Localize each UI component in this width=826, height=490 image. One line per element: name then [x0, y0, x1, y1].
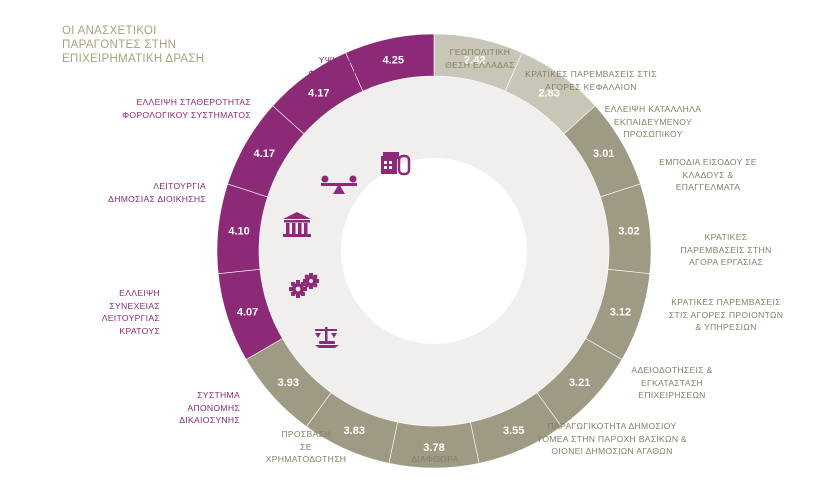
- segment-label-line: ΣΤΙΣ ΑΓΟΡΕΣ ΠΡΟΙΟΝΤΩΝ: [668, 309, 784, 320]
- segment-label-line: ΦΟΡΟΛΟΓΙΚΟΥ ΣΥΣΤΗΜΑΤΟΣ: [122, 109, 251, 120]
- segment-label-line: ΣΥΣΤΗΜΑ: [197, 390, 240, 400]
- segment-value-label: 3.12: [610, 307, 631, 319]
- segment-value-label: 2.42: [464, 54, 485, 66]
- segment-label-line: ΦΟΡΟΛΟΓΙΑ: [308, 67, 362, 78]
- segment-label-line: & ΥΠΗΡΕΣΙΩΝ: [695, 322, 757, 332]
- segment-label-line: ΠΑΡΑΓΩΓΙΚΟΤΗΤΑ ΔΗΜΟΣΙΟΥ: [547, 421, 677, 431]
- segment-label-line: ΕΛΛΕΙΨΗ ΣΤΑΘΕΡΟΤΗΤΑΣ: [136, 97, 251, 107]
- segment-label-line: ΔΙΑΦΘΟΡΑ: [411, 454, 459, 464]
- segment-value-label: 3.01: [593, 148, 614, 160]
- segment-category-label: ΚΡΑΤΙΚΕΣ ΠΑΡΕΜΒΑΣΕΙΣ ΣΤΙΣ ΑΓΟΡΕΣ ΚΕΦΑΛΑΙΟ…: [511, 68, 671, 93]
- segment-category-label: ΕΜΠΟΔΙΑ ΕΙΣΟΔΟΥ ΣΕ ΚΛΑΔΟΥΣ & ΕΠΑΓΓΕΛΜΑΤΑ: [643, 156, 773, 194]
- segment-label-line: ΑΠΟΝΟΜΗΣ: [187, 402, 240, 413]
- segment-category-label: ΕΛΛΕΙΨΗ ΚΑΤΑΛΛΗΛΑ ΕΚΠΑΙΔΕΥΜΕΝΟΥ ΠΡΟΣΩΠΙΚΟΥ: [588, 103, 718, 141]
- justice-scales-icon: [315, 327, 339, 348]
- segment-value-label: 4.17: [308, 87, 329, 99]
- segment-label-line: ΚΡΑΤΟΥΣ: [119, 325, 160, 336]
- segment-label-line: ΔΙΚΑΙΟΣΥΝΗΣ: [179, 415, 240, 425]
- segment-label-line: ΤΟΜΕΑ ΣΤΗΝ ΠΑΡΟΧΗ ΒΑΣΙΚΩΝ &: [536, 433, 688, 444]
- segment-value-label: 4.07: [237, 307, 258, 319]
- segment-label-line: ΑΓΟΡΕΣ ΚΕΦΑΛΑΙΟΝ: [545, 81, 637, 92]
- segment-label-line: ΠΡΟΣΒΑΣΗ: [281, 429, 331, 439]
- segment-value-label: 2.83: [538, 87, 559, 99]
- segment-category-label: ΚΡΑΤΙΚΕΣ ΠΑΡΕΜΒΑΣΕΙΣ ΣΤΙΣ ΑΓΟΡΕΣ ΠΡΟΙΟΝΤΩ…: [656, 296, 796, 334]
- government-building-icon: [283, 212, 311, 237]
- segment-label-line: ΕΓΚΑΤΑΣΤΑΣΗ: [640, 377, 704, 388]
- segment-value-label: 4.10: [228, 226, 249, 238]
- segment-label-line: ΟΙΟΝΕΙ ΔΗΜΟΣΙΩΝ ΑΓΑΘΩΝ: [551, 446, 673, 456]
- segment-label-line: ΣΥΝΕΧΕΙΑΣ: [109, 300, 160, 311]
- segment-category-label: ΚΡΑΤΙΚΕΣ ΠΑΡΕΜΒΑΣΕΙΣ ΣΤΗΝ ΑΓΟΡΑ ΕΡΓΑΣΙΑΣ: [666, 231, 786, 269]
- segment-label-line: ΕΛΛΕΙΨΗ ΚΑΤΑΛΛΗΛΑ: [604, 104, 702, 114]
- segment-label-line: ΕΠΙΧΕΙΡΗΣΕΩΝ: [638, 390, 706, 400]
- segment-category-label: ΛΕΙΤΟΥΡΓΙΑ ΔΗΜΟΣΙΑΣ ΔΙΟΙΚΗΣΗΣ: [76, 180, 206, 205]
- segment-value-label: 3.55: [503, 425, 524, 437]
- segment-label-line: ΠΡΟΣΩΠΙΚΟΥ: [623, 129, 683, 139]
- segment-label-line: ΚΡΑΤΙΚΕΣ ΠΑΡΕΜΒΑΣΕΙΣ: [671, 297, 781, 307]
- segment-label-line: ΓΕΩΠΟΛΙΤΙΚΗ: [449, 47, 511, 57]
- segment-category-label: ΥΨΗΛΗ ΦΟΡΟΛΟΓΙΑ: [290, 54, 380, 79]
- chart-title: ΟΙ ΑΝΑΣΧΕΤΙΚΟΙ ΠΑΡΑΓΟΝΤΕΣ ΣΤΗΝ ΕΠΙΧΕΙΡΗΜ…: [62, 24, 322, 66]
- segment-label-line: ΛΕΙΤΟΥΡΓΙΑΣ: [101, 313, 160, 323]
- segment-category-label: ΠΑΡΑΓΩΓΙΚΟΤΗΤΑ ΔΗΜΟΣΙΟΥ ΤΟΜΕΑ ΣΤΗΝ ΠΑΡΟΧΗ…: [517, 420, 707, 458]
- segment-value-label: 4.17: [254, 148, 275, 160]
- gears-icon: [289, 273, 319, 298]
- segment-label-line: ΚΛΑΔΟΥΣ &: [682, 169, 734, 180]
- segment-category-label: ΕΛΛΕΙΨΗ ΣΥΝΕΧΕΙΑΣ ΛΕΙΤΟΥΡΓΙΑΣ ΚΡΑΤΟΥΣ: [60, 287, 160, 337]
- segment-label-line: ΕΚΠΑΙΔΕΥΜΕΝΟΥ: [613, 116, 693, 127]
- tax-document-icon: [381, 152, 411, 176]
- segment-label-line: ΚΡΑΤΙΚΕΣ: [704, 232, 748, 242]
- segment-value-label: 3.78: [423, 442, 444, 454]
- segment-category-label: ΣΥΣΤΗΜΑ ΑΠΟΝΟΜΗΣ ΔΙΚΑΙΟΣΥΝΗΣ: [120, 389, 240, 427]
- segment-label-line: ΧΡΗΜΑΤΟΔΟΤΗΣΗ: [265, 454, 347, 464]
- segment-label-line: ΚΡΑΤΙΚΕΣ ΠΑΡΕΜΒΑΣΕΙΣ ΣΤΙΣ: [525, 69, 657, 79]
- chart-title-line: ΕΠΙΧΕΙΡΗΜΑΤΙΚΗ ΔΡΑΣΗ: [62, 53, 205, 65]
- chart-title-line: ΟΙ ΑΝΑΣΧΕΤΙΚΟΙ: [62, 25, 157, 37]
- segment-value-label: 3.93: [278, 377, 299, 389]
- segment-value-label: 3.21: [569, 377, 590, 389]
- segment-label-line: ΕΛΛΕΙΨΗ: [119, 288, 160, 298]
- balance-scale-icon: [321, 175, 357, 194]
- segment-label-line: ΣΕ: [300, 441, 312, 452]
- donut-segment: [345, 33, 435, 92]
- chart-title-line: ΠΑΡΑΓΟΝΤΕΣ ΣΤΗΝ: [62, 39, 177, 51]
- segment-category-label: ΑΔΕΙΟΔΟΤΗΣΕΙΣ & ΕΓΚΑΤΑΣΤΑΣΗ ΕΠΙΧΕΙΡΗΣΕΩΝ: [612, 364, 732, 402]
- segment-category-label: ΠΡΟΣΒΑΣΗ ΣΕ ΧΡΗΜΑΤΟΔΟΤΗΣΗ: [256, 428, 356, 466]
- segment-label-line: ΑΔΕΙΟΔΟΤΗΣΕΙΣ &: [631, 365, 713, 375]
- segment-label-line: ΕΜΠΟΔΙΑ ΕΙΣΟΔΟΥ ΣΕ: [659, 157, 757, 167]
- segment-label-line: ΥΨΗΛΗ: [318, 55, 352, 65]
- segment-value-label: 4.25: [383, 54, 404, 66]
- segment-label-line: ΠΑΡΕΜΒΑΣΕΙΣ ΣΤΗΝ: [680, 244, 772, 255]
- segment-label-line: ΘΕΣΗ ΕΛΛΑΔΑΣ: [445, 59, 515, 70]
- segment-label-line: ΕΠΑΓΓΕΛΜΑΤΑ: [675, 182, 741, 192]
- segment-label-line: ΑΓΟΡΑ ΕΡΓΑΣΙΑΣ: [689, 257, 763, 267]
- segment-value-label: 3.83: [344, 425, 365, 437]
- segment-value-label: 3.02: [618, 226, 639, 238]
- segment-category-label: ΔΙΑΦΘΟΡΑ: [395, 453, 475, 466]
- donut-hole: [341, 158, 527, 344]
- segment-category-label: ΓΕΩΠΟΛΙΤΙΚΗ ΘΕΣΗ ΕΛΛΑΔΑΣ: [420, 46, 540, 71]
- segment-category-label: ΕΛΛΕΙΨΗ ΣΤΑΘΕΡΟΤΗΤΑΣ ΦΟΡΟΛΟΓΙΚΟΥ ΣΥΣΤΗΜΑΤ…: [81, 96, 251, 121]
- segment-label-line: ΔΗΜΟΣΙΑΣ ΔΙΟΙΚΗΣΗΣ: [108, 193, 206, 204]
- segment-label-line: ΛΕΙΤΟΥΡΓΙΑ: [153, 181, 206, 191]
